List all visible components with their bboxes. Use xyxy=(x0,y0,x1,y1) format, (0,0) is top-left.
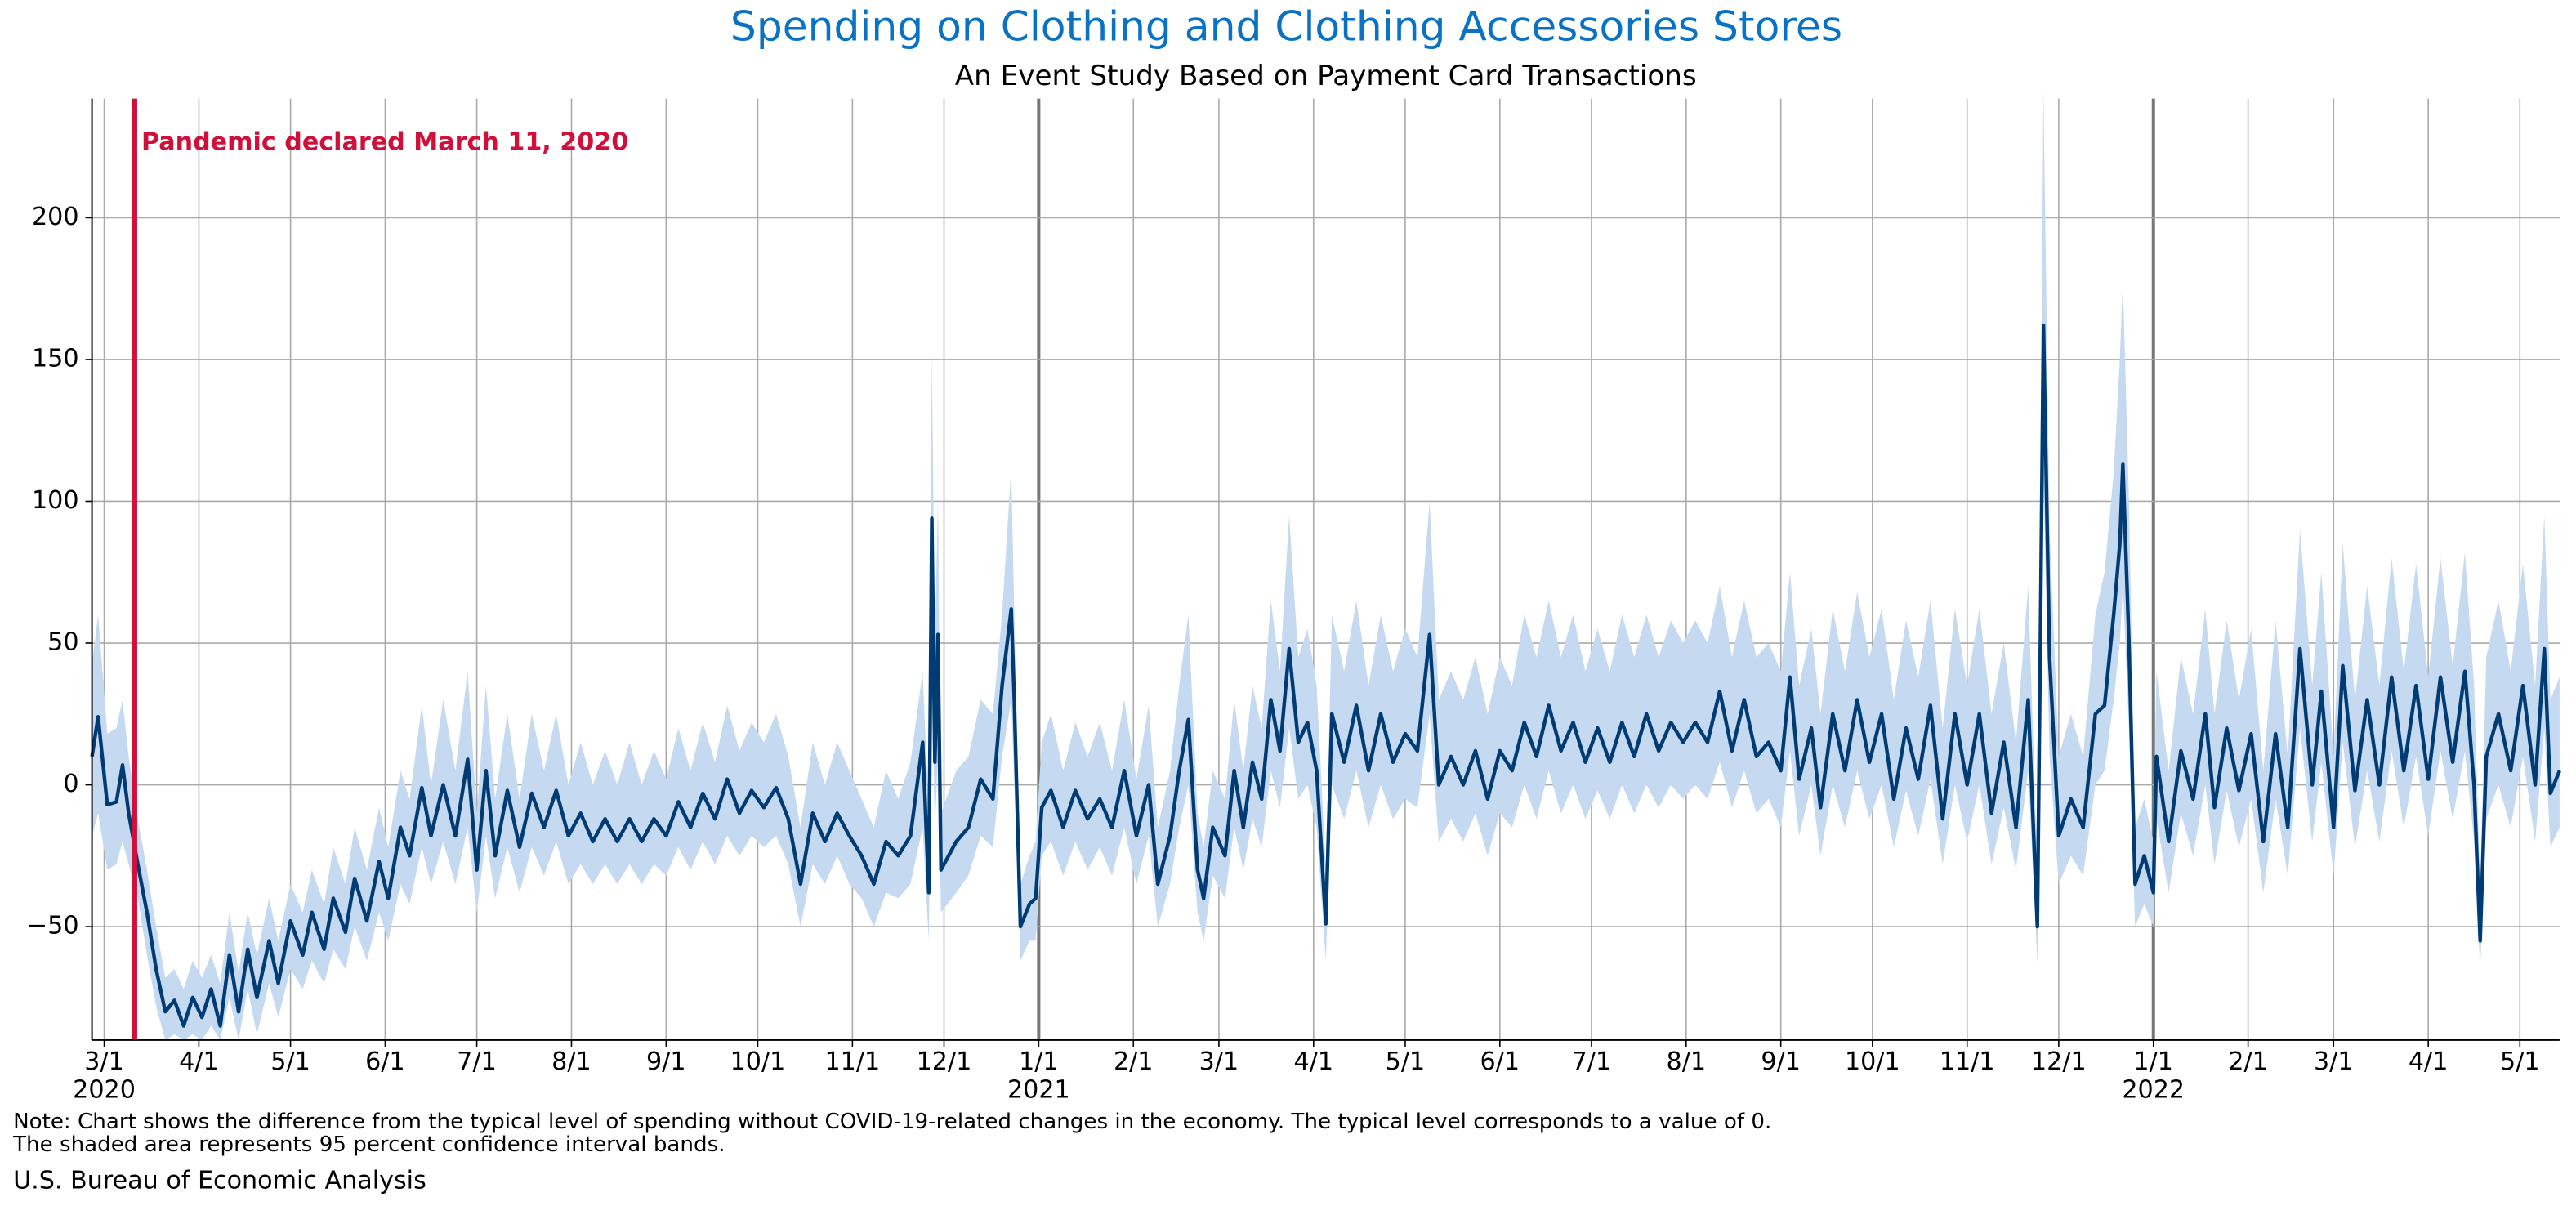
x-tick-label: 9/1 xyxy=(1761,1047,1801,1077)
x-tick-label-box: 5/1 xyxy=(270,1047,310,1077)
y-tick-label: 200 xyxy=(32,203,79,231)
x-tick-label-box: 4/1 xyxy=(1293,1047,1334,1077)
x-tick-label-box: 8/1 xyxy=(1666,1047,1707,1077)
x-tick-label: 6/1 xyxy=(365,1047,405,1077)
x-tick-label: 11/1 xyxy=(1939,1047,1995,1077)
x-tick-label: 8/1 xyxy=(1666,1047,1707,1077)
x-tick-label: 3/1 xyxy=(2313,1047,2354,1077)
x-tick-label-box: 11/1 xyxy=(824,1047,881,1077)
y-tick-label: 50 xyxy=(47,628,78,657)
x-tick-label: 11/1 xyxy=(824,1047,881,1077)
x-tick-label-box: 5/1 xyxy=(1385,1047,1426,1077)
x-tick-label-box: 3/1 xyxy=(2313,1047,2354,1077)
x-tick-label: 4/1 xyxy=(2408,1047,2449,1077)
x-tick-label: 5/1 xyxy=(270,1047,310,1077)
x-tick-label: 12/1 xyxy=(916,1047,972,1077)
x-tick-label-box: 10/1 xyxy=(730,1047,786,1077)
x-tick-label-box: 6/1 xyxy=(1480,1047,1520,1077)
x-tick-label-box: 2/1 xyxy=(1113,1047,1154,1077)
x-tick-label: 10/1 xyxy=(730,1047,786,1077)
y-tick-label: 100 xyxy=(32,486,79,515)
x-tick-label-box: 4/1 xyxy=(179,1047,219,1077)
x-tick-label-box: 3/1 xyxy=(1199,1047,1239,1077)
source: U.S. Bureau of Economic Analysis xyxy=(13,1166,426,1195)
x-tick-label-box: 6/1 xyxy=(365,1047,405,1077)
x-tick-label-box: 5/1 xyxy=(2499,1047,2540,1077)
x-tick-label: 7/1 xyxy=(457,1047,497,1077)
x-tick-label: 12/1 xyxy=(2030,1047,2087,1077)
x-tick-label-box: 8/1 xyxy=(551,1047,592,1077)
x-tick-label: 9/1 xyxy=(646,1047,686,1077)
x-tick-label: 7/1 xyxy=(1571,1047,1612,1077)
x-tick-label: 5/1 xyxy=(2499,1047,2540,1077)
x-tick-label: 8/1 xyxy=(551,1047,592,1077)
chart-subtitle: An Event Study Based on Payment Card Tra… xyxy=(955,60,1697,92)
event-annotation: Pandemic declared March 11, 2020 xyxy=(141,127,628,156)
x-tick-label: 4/1 xyxy=(179,1047,219,1077)
x-tick-label-box: 3/1 2020 xyxy=(73,1047,136,1105)
chart-title: Spending on Clothing and Clothing Access… xyxy=(730,2,1842,51)
spending-line xyxy=(90,324,2561,1028)
x-tick-label: 5/1 xyxy=(1385,1047,1426,1077)
x-tick-label-box: 1/1 2021 xyxy=(1007,1047,1070,1105)
x-tick-label-box: 12/1 xyxy=(916,1047,972,1077)
note-line: The shaded area represents 95 percent co… xyxy=(12,1132,725,1157)
x-tick-label: 3/1 2020 xyxy=(73,1047,136,1105)
x-tick-label: 2/1 xyxy=(1113,1047,1154,1077)
y-tick-label: 150 xyxy=(32,344,79,373)
note-line: Note: Chart shows the difference from th… xyxy=(13,1110,1771,1134)
x-tick-label-box: 12/1 xyxy=(2030,1047,2087,1077)
y-tick-label: 0 xyxy=(63,770,78,798)
x-tick-label-box: 9/1 xyxy=(1761,1047,1801,1077)
y-tick-label: −50 xyxy=(27,912,79,940)
x-tick-label-box: 2/1 xyxy=(2228,1047,2268,1077)
x-tick-label: 4/1 xyxy=(1293,1047,1334,1077)
x-tick-label: 6/1 xyxy=(1480,1047,1520,1077)
x-tick-label: 1/1 2022 xyxy=(2122,1047,2185,1105)
x-tick-label: 10/1 xyxy=(1844,1047,1900,1077)
x-tick-label-box: 11/1 xyxy=(1939,1047,1995,1077)
x-tick-label-box: 9/1 xyxy=(646,1047,686,1077)
x-tick-label-box: 1/1 2022 xyxy=(2122,1047,2185,1105)
x-tick-label-box: 7/1 xyxy=(457,1047,497,1077)
x-tick-label: 1/1 2021 xyxy=(1007,1047,1070,1105)
x-tick-label-box: 10/1 xyxy=(1844,1047,1900,1077)
x-tick-label: 3/1 xyxy=(1199,1047,1239,1077)
x-tick-label-box: 4/1 xyxy=(2408,1047,2449,1077)
x-tick-label: 2/1 xyxy=(2228,1047,2268,1077)
x-tick-label-box: 7/1 xyxy=(1571,1047,1612,1077)
